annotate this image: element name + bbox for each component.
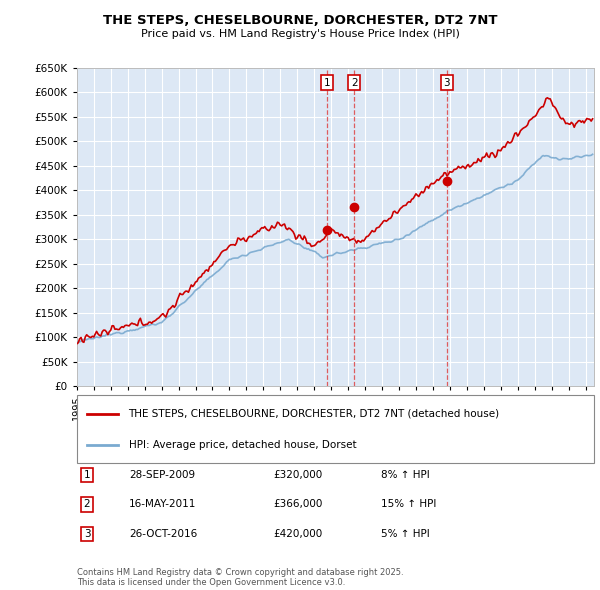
Text: HPI: Average price, detached house, Dorset: HPI: Average price, detached house, Dors… <box>128 440 356 450</box>
Text: 5% ↑ HPI: 5% ↑ HPI <box>381 529 430 539</box>
Text: 15% ↑ HPI: 15% ↑ HPI <box>381 500 436 509</box>
Text: 28-SEP-2009: 28-SEP-2009 <box>129 470 195 480</box>
FancyBboxPatch shape <box>77 395 594 463</box>
Text: 1: 1 <box>83 470 91 480</box>
Text: 2: 2 <box>351 77 358 87</box>
Text: 2: 2 <box>83 500 91 509</box>
Text: £366,000: £366,000 <box>273 500 322 509</box>
Text: THE STEPS, CHESELBOURNE, DORCHESTER, DT2 7NT (detached house): THE STEPS, CHESELBOURNE, DORCHESTER, DT2… <box>128 409 500 419</box>
Text: 8% ↑ HPI: 8% ↑ HPI <box>381 470 430 480</box>
Text: 16-MAY-2011: 16-MAY-2011 <box>129 500 196 509</box>
Text: THE STEPS, CHESELBOURNE, DORCHESTER, DT2 7NT: THE STEPS, CHESELBOURNE, DORCHESTER, DT2… <box>103 14 497 27</box>
Text: 1: 1 <box>323 77 330 87</box>
Text: £320,000: £320,000 <box>273 470 322 480</box>
Text: 3: 3 <box>83 529 91 539</box>
Text: Contains HM Land Registry data © Crown copyright and database right 2025.
This d: Contains HM Land Registry data © Crown c… <box>77 568 403 587</box>
Text: 3: 3 <box>443 77 450 87</box>
Text: £420,000: £420,000 <box>273 529 322 539</box>
Text: Price paid vs. HM Land Registry's House Price Index (HPI): Price paid vs. HM Land Registry's House … <box>140 30 460 39</box>
Text: 26-OCT-2016: 26-OCT-2016 <box>129 529 197 539</box>
